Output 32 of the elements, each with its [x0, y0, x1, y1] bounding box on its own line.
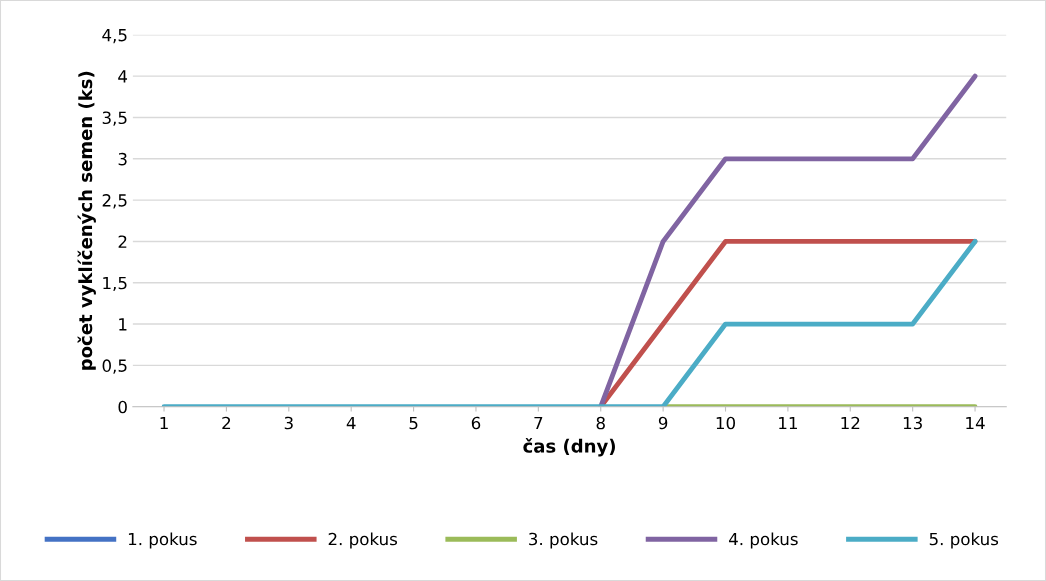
x-tick-label: 6	[471, 416, 481, 430]
x-tick-label: 2	[222, 416, 231, 430]
x-tick-label: 14	[966, 416, 985, 430]
legend-label: 4. pokus	[728, 532, 798, 549]
y-tick-label: 2	[118, 235, 127, 248]
x-tick-label: 3	[284, 416, 293, 430]
y-tick-label: 0,5	[102, 359, 127, 374]
y-tick-label: 2,5	[102, 194, 127, 209]
legend-label: 3. pokus	[529, 532, 598, 549]
x-tick-label: 8	[596, 416, 605, 430]
y-tick-label: 1	[119, 318, 127, 331]
x-tick-label: 7	[534, 416, 543, 430]
y-tick-label: 3	[118, 152, 127, 166]
x-tick-label: 9	[658, 416, 668, 430]
x-axis-title: čas (dny)	[523, 438, 615, 457]
line-series	[598, 73, 978, 407]
y-tick-label: 4	[118, 70, 128, 83]
x-tick-label: 13	[903, 416, 922, 430]
y-tick-label: 0	[118, 400, 127, 414]
x-tick-label: 4	[346, 416, 356, 430]
legend-label: 1. pokus	[128, 532, 197, 549]
y-tick-label: 4,5	[102, 29, 127, 44]
y-tick-label: 1,5	[103, 276, 127, 292]
x-tick-label: 10	[716, 416, 736, 430]
y-axis-title: počet vyklíčených semen (ks)	[77, 71, 96, 370]
x-tick-label: 1	[160, 416, 168, 430]
legend-label: 5. pokus	[929, 532, 999, 549]
x-tick-label: 12	[841, 416, 860, 430]
legend-label: 2. pokus	[328, 532, 398, 549]
y-tick-label: 3,5	[102, 111, 127, 126]
x-tick-label: 5	[409, 416, 418, 430]
x-tick-label: 11	[779, 416, 797, 430]
